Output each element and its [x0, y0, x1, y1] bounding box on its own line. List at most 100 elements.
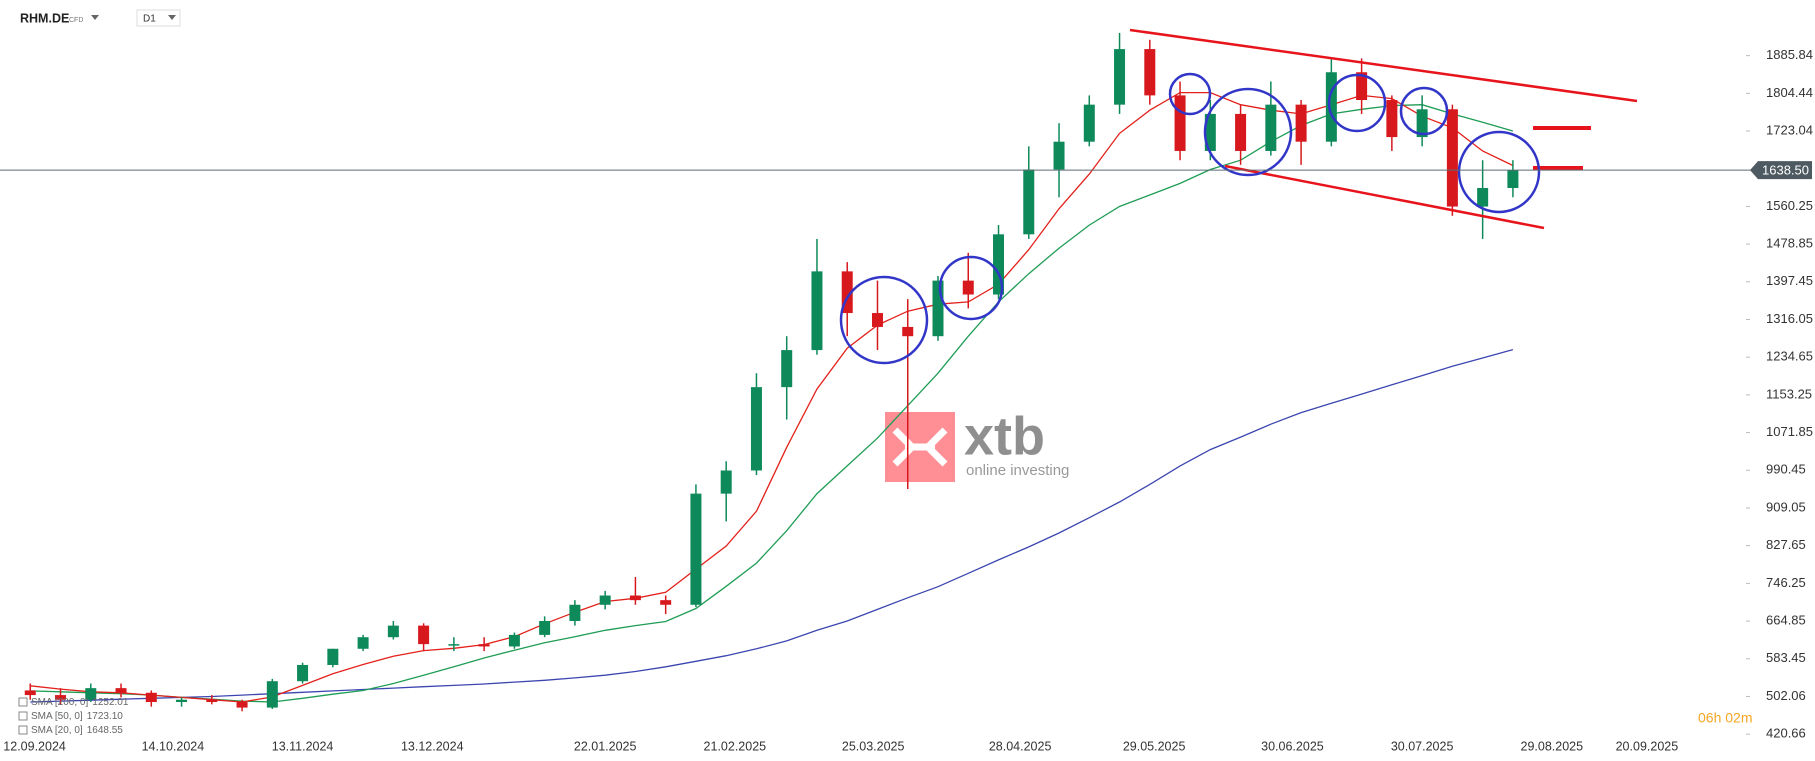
- candle-body: [24, 690, 36, 696]
- x-tick-label: 13.12.2024: [401, 739, 464, 753]
- candle-body: [1446, 109, 1458, 207]
- sma-line: [30, 91, 1514, 703]
- candle-body: [720, 470, 732, 494]
- timeframe-select[interactable]: [136, 9, 181, 27]
- symbol: RHM.DE: [20, 11, 69, 25]
- legend-entry: SMA [50, 0] 1723.10: [31, 711, 123, 722]
- candle-body: [871, 313, 883, 327]
- legend-value: 1648.55: [87, 725, 124, 736]
- candle-body: [1083, 104, 1095, 142]
- x-tick-label: 29.05.2025: [1123, 739, 1186, 753]
- countdown-timer: 06h 02m: [1698, 710, 1752, 726]
- y-tick-label: 1397.45: [1766, 273, 1813, 288]
- legend-entry: SMA [20, 0] 1648.55: [31, 725, 123, 736]
- legend-value: 1252.01: [92, 697, 129, 708]
- x-tick-label: 13.11.2024: [272, 739, 334, 753]
- x-tick-label: 12.09.2024: [3, 739, 66, 753]
- legend-value: 1723.10: [87, 711, 124, 722]
- candle-body: [85, 688, 97, 700]
- watermark-logo-mark: [892, 427, 948, 467]
- candle-body: [1416, 109, 1428, 138]
- instrument-type: CFD: [69, 17, 83, 24]
- y-tick-label: 1723.04: [1766, 122, 1813, 137]
- watermark-tagline: online investing: [966, 462, 1069, 479]
- highlight-circle: [1327, 73, 1387, 133]
- y-tick-label: 1560.25: [1766, 198, 1813, 213]
- candle-body: [781, 350, 793, 388]
- last-price-box: [1750, 161, 1812, 180]
- candle-body: [1356, 72, 1368, 101]
- candle-body: [1265, 104, 1277, 151]
- candle-body: [841, 271, 853, 314]
- legend-icon: [18, 697, 28, 707]
- candle-body: [539, 620, 551, 635]
- highlight-circle: [1399, 86, 1449, 136]
- candle-body: [145, 692, 157, 703]
- y-tick-label: 1885.84: [1766, 47, 1813, 62]
- y-tick-label: 1234.65: [1766, 349, 1813, 364]
- y-tick-label: 1804.44: [1766, 85, 1813, 100]
- candle-body: [932, 280, 944, 337]
- candle-body: [176, 699, 188, 703]
- candle-body: [206, 699, 218, 703]
- sma-line: [30, 348, 1514, 703]
- channel-lower: [1224, 164, 1545, 230]
- candle-body: [629, 595, 641, 601]
- candle-body: [115, 688, 127, 693]
- legend: SMA [200, 0] 1252.01 SMA [50, 0] 1723.10 SMA…: [18, 697, 129, 736]
- x-tick-label: 21.02.2025: [704, 739, 767, 753]
- y-tick-label: 1316.05: [1766, 311, 1813, 326]
- legend-name: SMA [20, 0]: [31, 725, 83, 736]
- y-tick-label: 420.66: [1766, 726, 1806, 741]
- legend-icon: [18, 711, 28, 721]
- candle-body: [599, 595, 611, 605]
- candle-body: [1325, 72, 1337, 142]
- highlight-circle: [839, 275, 929, 365]
- x-tick-label: 25.03.2025: [842, 739, 905, 753]
- x-tick-label: 28.04.2025: [989, 739, 1052, 753]
- candle-body: [1204, 113, 1216, 151]
- watermark-brand: xtb: [964, 406, 1045, 466]
- y-tick-label: 827.65: [1766, 537, 1806, 552]
- candle-body: [1144, 49, 1156, 96]
- x-tick-label: 30.07.2025: [1391, 739, 1454, 753]
- y-tick-label: 1478.85: [1766, 236, 1813, 251]
- y-tick-label: 746.25: [1766, 575, 1806, 590]
- candle-body: [297, 664, 309, 682]
- legend-entry: SMA [200, 0] 1252.01: [31, 697, 129, 708]
- y-tick-label: 583.45: [1766, 650, 1806, 665]
- y-tick-label: 664.85: [1766, 612, 1806, 627]
- y-tick-label: 502.06: [1766, 688, 1806, 703]
- legend-name: SMA [200, 0]: [31, 697, 88, 708]
- candle-body: [478, 644, 490, 647]
- candle-body: [1386, 100, 1398, 138]
- highlight-circle: [938, 255, 1004, 321]
- last-price-label: 1638.50: [1762, 163, 1809, 178]
- y-tick-label: 1153.25: [1766, 386, 1812, 401]
- candle-body: [569, 604, 581, 621]
- timeframe-dropdown[interactable]: [168, 15, 176, 20]
- candle-body: [508, 634, 520, 647]
- candle-body: [1477, 188, 1489, 207]
- highlight-circle: [1457, 130, 1541, 214]
- x-tick-label: 29.08.2025: [1521, 739, 1584, 753]
- x-tick-label: 22.01.2025: [574, 739, 637, 753]
- x-tick-label: 30.06.2025: [1261, 739, 1324, 753]
- toolbar[interactable]: RHM.DE CFD D1: [20, 9, 181, 27]
- candle-body: [1235, 113, 1247, 151]
- candle-body: [357, 637, 369, 649]
- channel-upper: [1129, 28, 1638, 103]
- candle-body: [448, 644, 460, 646]
- annotations: [839, 28, 1638, 365]
- timeframe: D1: [143, 14, 156, 25]
- legend-icon: [18, 725, 28, 735]
- symbol-dropdown[interactable]: [91, 15, 99, 20]
- candle-body: [1507, 170, 1519, 189]
- highlight-circle: [1168, 72, 1212, 116]
- candle-body: [327, 648, 339, 665]
- candle-body: [1174, 95, 1186, 151]
- candle-body: [993, 234, 1005, 295]
- candle-body: [750, 387, 762, 471]
- candle-body: [1114, 49, 1126, 105]
